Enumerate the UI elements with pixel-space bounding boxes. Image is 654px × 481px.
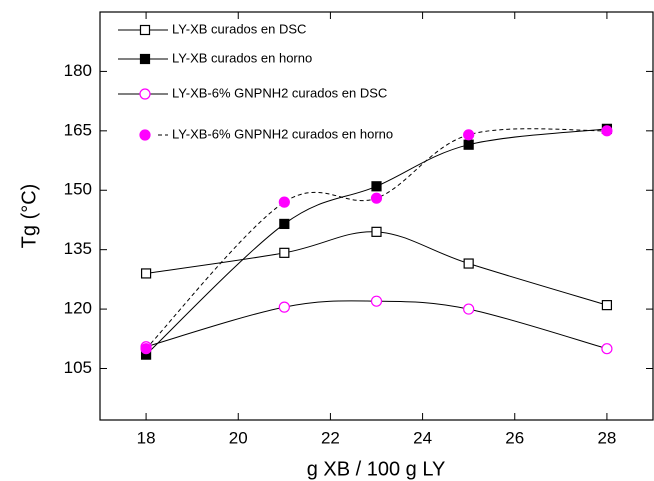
y-tick-label: 135 (64, 239, 92, 258)
legend-label: LY-XB curados en horno (172, 50, 312, 65)
data-point (278, 301, 290, 313)
data-point (371, 181, 382, 192)
x-tick-label: 20 (229, 428, 248, 447)
y-axis-label: Tg (°C) (18, 184, 40, 249)
legend-marker (139, 24, 151, 36)
x-tick-label: 28 (597, 428, 616, 447)
x-tick-label: 24 (413, 428, 432, 447)
series-line (145, 128, 607, 356)
data-point (279, 247, 290, 258)
legend-label: LY-XB-6% GNPNH2 curados en DSC (172, 85, 387, 100)
data-point (463, 139, 474, 150)
data-point (601, 300, 613, 311)
data-point (370, 192, 383, 204)
data-point (463, 303, 475, 315)
series-line (146, 231, 608, 306)
x-axis-label: g XB / 100 g LY (307, 458, 446, 480)
data-point (370, 295, 383, 307)
data-point (463, 258, 474, 269)
data-point (278, 196, 290, 208)
data-point (140, 268, 152, 279)
x-tick-label: 22 (321, 428, 340, 447)
y-tick-label: 150 (64, 180, 92, 199)
data-point (601, 343, 613, 355)
legend-marker (139, 129, 151, 141)
y-tick-label: 105 (64, 358, 92, 377)
x-tick-label: 26 (505, 428, 524, 447)
y-tick-label: 120 (64, 299, 92, 318)
x-tick-label: 18 (137, 428, 156, 447)
y-tick-label: 180 (64, 61, 92, 80)
data-point (601, 125, 613, 137)
data-point (371, 226, 382, 237)
data-point (140, 343, 152, 355)
data-point (279, 218, 290, 230)
legend-marker (139, 53, 151, 65)
series-line (145, 300, 608, 350)
legend-label: LY-XB-6% GNPNH2 curados en horno (172, 126, 393, 141)
series-line (145, 128, 607, 350)
plot-frame (99, 11, 654, 421)
y-tick-label: 165 (64, 120, 92, 139)
legend-marker (139, 88, 151, 100)
data-point (463, 129, 475, 141)
legend-label: LY-XB curados en DSC (172, 21, 306, 36)
